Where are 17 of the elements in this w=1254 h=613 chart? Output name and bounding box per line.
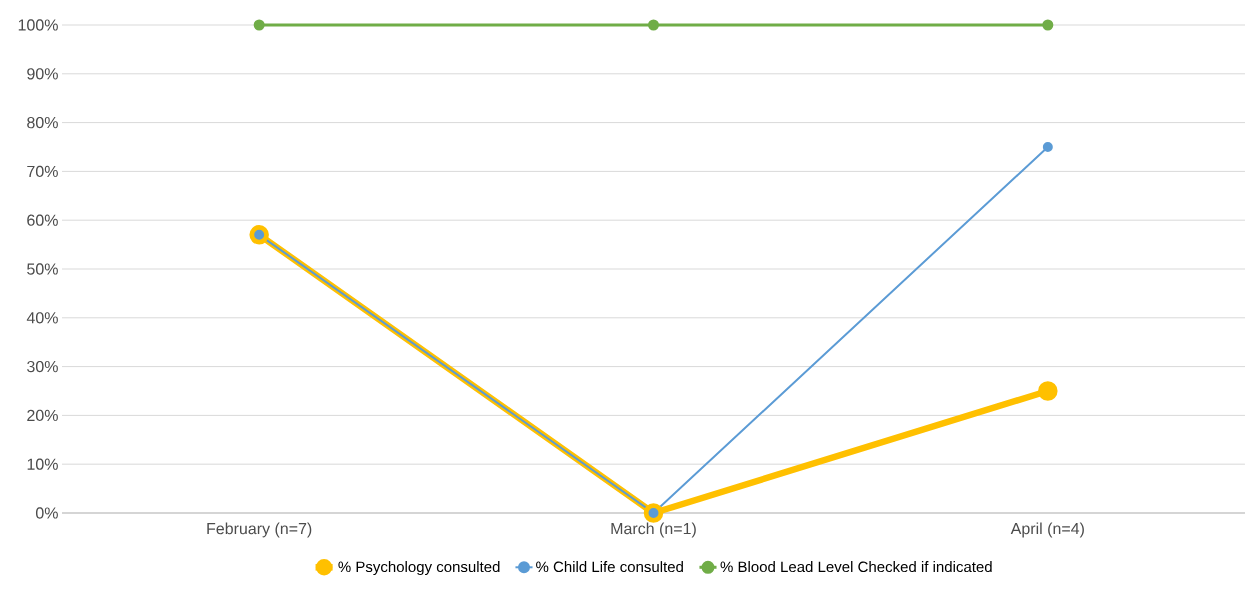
- y-tick-label: 90%: [27, 68, 58, 80]
- y-tick-label: 10%: [27, 458, 58, 470]
- y-tick-label: 0%: [35, 507, 58, 519]
- y-tick-label: 30%: [27, 360, 58, 373]
- y-tick-label: 60%: [27, 214, 58, 226]
- y-tick-label: 70%: [27, 165, 58, 178]
- x-tick-label: February (n=7): [207, 522, 312, 538]
- y-tick-label: 40%: [26, 312, 58, 324]
- legend-label: % Child Life consulted: [536, 561, 683, 573]
- y-tick-label: 20%: [27, 409, 58, 422]
- x-tick-label: April (n=4): [1010, 522, 1084, 538]
- legend-label: % Blood Lead Level Checked if indicated: [720, 561, 992, 573]
- y-tick-label: 50%: [27, 263, 58, 275]
- y-tick-label: 100%: [18, 19, 58, 31]
- x-tick-label: March (n=1): [611, 522, 696, 538]
- y-tick-label: 80%: [27, 116, 58, 129]
- legend-label: % Psychology consulted: [338, 561, 500, 576]
